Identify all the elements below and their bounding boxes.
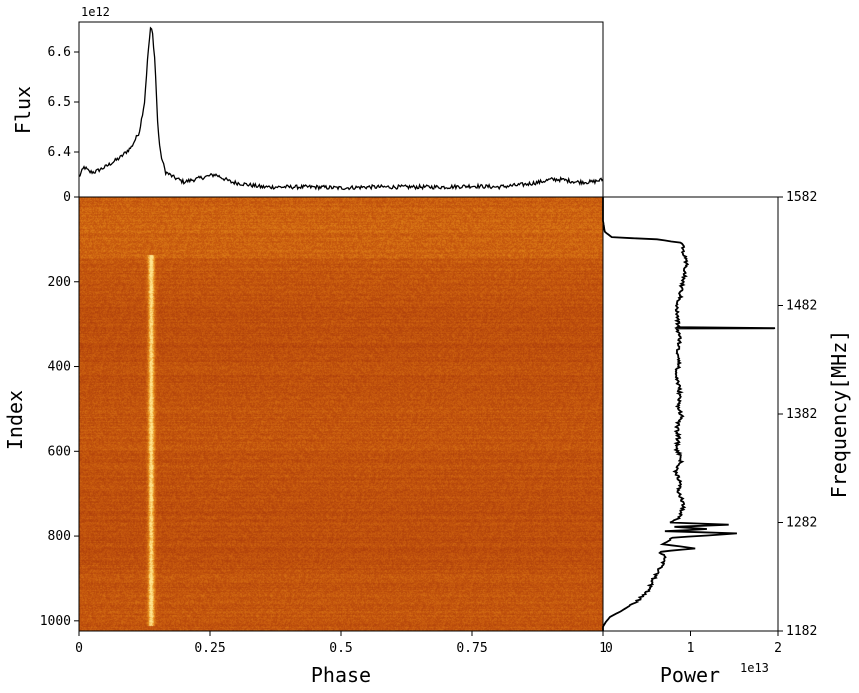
profile-y-label: Flux [11,86,35,134]
bandpass-y-tick-label: 1182 [786,624,817,639]
bandpass-y-ticks: 1582 1482 1382 1282 1182 [778,190,817,639]
waterfall-x-tick-label: 0.25 [194,641,225,656]
waterfall-x-ticks: 0 0.25 0.5 0.75 1 [75,631,607,656]
waterfall-y-ticks: 0 200 400 600 800 1000 [40,190,79,629]
waterfall-y-tick-label: 600 [48,444,71,459]
bandpass-y-tick-label: 1282 [786,516,817,531]
bandpass-line [602,197,776,631]
profile-y-tick-label: 6.6 [48,45,71,60]
waterfall-y-tick-label: 400 [48,360,71,375]
bandpass-x-tick-label: 0 [605,641,613,656]
bandpass-x-tick-label: 1 [687,641,695,656]
bandpass-y-tick-label: 1482 [786,299,817,314]
heatmap-image [79,197,603,631]
bandpass-y-label: Frequency[MHz] [827,330,851,499]
bandpass-y-tick-label: 1382 [786,407,817,422]
bandpass-frame [602,196,779,632]
profile-line [78,26,604,191]
waterfall-y-label: Index [3,390,27,450]
waterfall-x-tick-label: 1 [599,641,607,656]
bandpass-x-tick-label: 2 [774,641,782,656]
bandpass-x-label: Power [660,663,720,687]
profile-y-tick-label: 6.4 [48,145,72,160]
bandpass-y-tick-label: 1582 [786,190,817,205]
waterfall-x-tick-label: 0 [75,641,83,656]
waterfall-y-tick-label: 0 [63,190,71,205]
waterfall-x-label: Phase [311,663,371,687]
bandpass-x-exponent: 1e13 [740,661,769,675]
profile-panel: 6.4 6.5 6.6 1e12 Flux [11,5,604,198]
waterfall-panel: 0 0.25 0.5 0.75 1 0 200 400 600 800 1000 Phase In… [3,190,607,687]
waterfall-y-tick-label: 200 [48,275,71,290]
waterfall-x-tick-label: 0.75 [456,641,487,656]
waterfall-y-tick-label: 800 [48,529,71,544]
waterfall-x-tick-label: 0.5 [329,641,352,656]
waterfall-y-tick-label: 1000 [40,614,71,629]
profile-y-tick-label: 6.5 [48,95,71,110]
profile-y-exponent: 1e12 [81,5,110,19]
profile-y-ticks: 6.4 6.5 6.6 [48,45,79,160]
